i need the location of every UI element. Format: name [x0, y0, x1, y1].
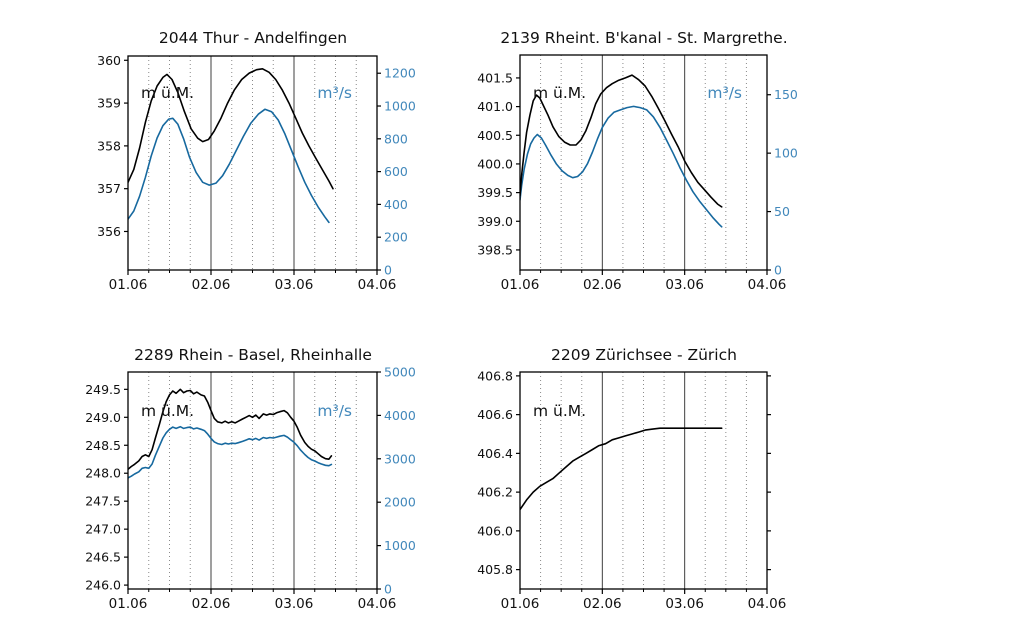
y-left-tick-label: 356 — [97, 224, 121, 239]
series-line-discharge — [128, 425, 333, 479]
y-left-tick-label: 398.5 — [477, 242, 513, 257]
y-right-tick-label: 400 — [384, 197, 408, 212]
chart-title-rhein-basel: 2289 Rhein - Basel, Rheinhalle — [134, 346, 372, 364]
y-right-tick-label: 800 — [384, 131, 408, 146]
y-left-tick-label: 401.0 — [477, 99, 513, 114]
y-left-tick-label: 405.8 — [477, 562, 513, 577]
y-left-tick-label: 406.6 — [477, 407, 513, 422]
y-left-unit-label: m ü.M. — [141, 402, 195, 420]
x-tick-label: 02.06 — [583, 596, 622, 612]
y-left-tick-label: 249.0 — [85, 410, 121, 425]
y-right-tick-label: 0 — [384, 263, 392, 278]
y-right-unit-label: m³/s — [707, 84, 742, 102]
chart-title-thur-andelfingen: 2044 Thur - Andelfingen — [158, 29, 348, 47]
y-left-tick-label: 406.2 — [477, 485, 513, 500]
y-left-tick-label: 406.0 — [477, 523, 513, 538]
y-right-tick-label: 600 — [384, 164, 408, 179]
y-left-tick-label: 248.5 — [85, 438, 121, 453]
y-right-tick-label: 1000 — [384, 99, 416, 114]
y-left-tick-label: 406.8 — [477, 368, 513, 383]
series-line-water-level — [520, 427, 723, 511]
x-tick-label: 03.06 — [275, 596, 314, 612]
x-tick-label: 03.06 — [665, 277, 704, 293]
y-left-tick-label: 247.0 — [85, 522, 121, 537]
y-left-unit-label: m ü.M. — [533, 84, 587, 102]
y-right-unit-label: m³/s — [317, 84, 352, 102]
y-left-tick-label: 357 — [97, 181, 121, 196]
y-left-tick-label: 399.0 — [477, 214, 513, 229]
y-right-tick-label: 2000 — [384, 495, 416, 510]
chart-title-zuerichsee: 2209 Zürichsee - Zürich — [551, 346, 737, 364]
y-right-tick-label: 1200 — [384, 66, 416, 81]
y-right-tick-label: 200 — [384, 230, 408, 245]
y-left-tick-label: 249.5 — [85, 382, 121, 397]
x-tick-label: 04.06 — [358, 277, 397, 293]
y-left-tick-label: 246.0 — [85, 578, 121, 593]
y-left-tick-label: 401.5 — [477, 70, 513, 85]
y-left-tick-label: 358 — [97, 138, 121, 153]
y-left-tick-label: 399.5 — [477, 185, 513, 200]
x-tick-label: 01.06 — [501, 277, 540, 293]
x-tick-label: 04.06 — [748, 277, 787, 293]
y-left-tick-label: 246.5 — [85, 550, 121, 565]
y-right-tick-label: 1000 — [384, 538, 416, 553]
series-line-water-level — [128, 388, 333, 471]
y-left-tick-label: 400.5 — [477, 128, 513, 143]
y-right-unit-label: m³/s — [317, 402, 352, 420]
series-line-discharge — [520, 105, 723, 228]
y-right-tick-label: 4000 — [384, 408, 416, 423]
y-left-tick-label: 400.0 — [477, 156, 513, 171]
y-left-tick-label: 248.0 — [85, 466, 121, 481]
series-line-water-level — [520, 74, 723, 208]
y-right-tick-label: 3000 — [384, 451, 416, 466]
chart-title-rheint-bkanal: 2139 Rheint. B'kanal - St. Margrethe. — [500, 29, 788, 47]
y-right-tick-label: 100 — [774, 146, 798, 161]
x-tick-label: 04.06 — [748, 596, 787, 612]
y-right-tick-label: 5000 — [384, 365, 416, 380]
x-tick-label: 01.06 — [109, 277, 148, 293]
y-left-unit-label: m ü.M. — [141, 84, 195, 102]
y-left-tick-label: 406.4 — [477, 446, 513, 461]
y-right-tick-label: 0 — [384, 582, 392, 597]
x-tick-label: 01.06 — [109, 596, 148, 612]
x-tick-label: 02.06 — [583, 277, 622, 293]
y-left-tick-label: 247.5 — [85, 494, 121, 509]
y-left-unit-label: m ü.M. — [533, 402, 587, 420]
x-tick-label: 04.06 — [358, 596, 397, 612]
chart-thur-andelfingen: 356 357 358 359 360 0 200 400 600 800 1000 1200 01.0… — [97, 53, 416, 293]
x-tick-label: 02.06 — [192, 596, 231, 612]
chart-rheint-bkanal-st-margrethe: 398.5 399.0 399.5 400.0 400.5 401.0 401.5 0 50 10… — [477, 54, 798, 293]
y-right-tick-label: 0 — [774, 263, 782, 278]
x-tick-label: 01.06 — [501, 596, 540, 612]
x-tick-label: 03.06 — [665, 596, 704, 612]
x-tick-label: 02.06 — [192, 277, 231, 293]
series-line-water-level — [128, 68, 334, 190]
y-right-tick-label: 50 — [774, 204, 790, 219]
y-left-tick-label: 360 — [97, 53, 121, 68]
y-left-tick-label: 359 — [97, 96, 121, 111]
chart-rhein-basel-rheinhalle: 246.0 246.5 247.0 247.5 248.0 248.5 249.0 249.5… — [85, 365, 416, 613]
y-right-tick-label: 150 — [774, 87, 798, 102]
x-tick-label: 03.06 — [275, 277, 314, 293]
series-line-discharge — [128, 108, 330, 224]
chart-zuerichsee-zuerich: 405.8 406.0 406.2 406.4 406.6 406.8 01.06 02.06… — [477, 368, 786, 612]
